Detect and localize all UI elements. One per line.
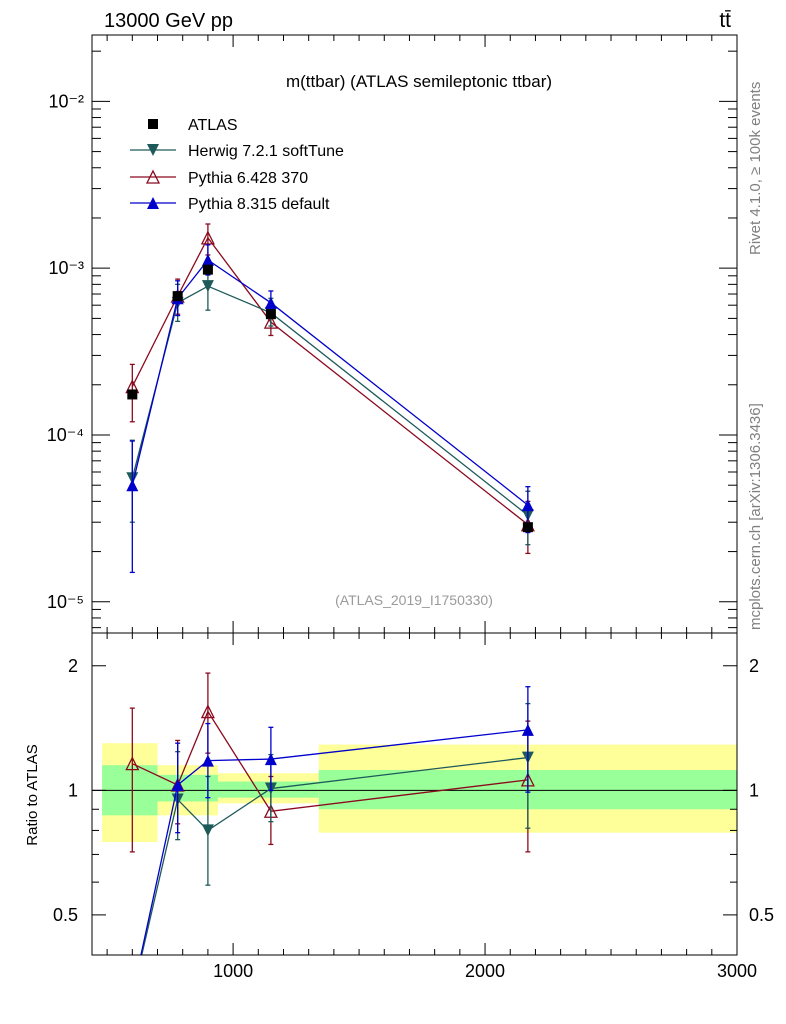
ratio-xtick-label: 2000 — [465, 961, 505, 981]
main-plot-area — [125, 223, 535, 574]
main-ytick-label: 10⁻³ — [48, 258, 84, 278]
rivet-label: Rivet 4.1.0, ≥ 100k events — [747, 82, 764, 255]
main-atlas-point — [522, 522, 533, 533]
main-pythia-point — [200, 230, 215, 245]
main-pythia-point — [201, 253, 214, 266]
ratio-ytick-label: 1 — [68, 780, 78, 800]
legend-marker — [147, 144, 159, 156]
legend: ATLAS Herwig 7.2.1 softTune Pythia 6.428 3… — [130, 117, 344, 213]
main-atlas-point — [172, 291, 183, 302]
ratio-pythia-point — [521, 723, 534, 736]
ratio-herwig-tail-line — [141, 799, 179, 955]
main-herwig-line — [131, 285, 529, 516]
ratio-plot-area — [92, 672, 737, 955]
main-pythia-point — [263, 314, 278, 329]
ratio-xtick-label: 3000 — [717, 961, 757, 981]
main-ytick-label: 10⁻⁴ — [47, 425, 84, 445]
ratio-pythia-point — [200, 704, 215, 719]
ratio-pythia-tail-line — [140, 784, 179, 955]
ratio-panel: 1000 2000 3000 0.5 0.5 1 1 2 2 Ratio to ATLAS — [24, 632, 774, 981]
main-atlas-point — [202, 264, 213, 275]
ratio-herwig-line — [177, 756, 528, 832]
legend-marker — [147, 197, 159, 209]
legend-label: Pythia 6.428 370 — [188, 170, 308, 187]
ratio-pythia-point — [171, 779, 184, 792]
legend-label: ATLAS — [188, 117, 238, 134]
legend-marker — [148, 119, 158, 129]
legend-label: Herwig 7.2.1 softTune — [188, 143, 344, 160]
ratio-pythia-point — [201, 754, 214, 767]
ratio-ytick-label: 0.5 — [53, 905, 78, 925]
main-title: m(ttbar) (ATLAS semileptonic ttbar) — [286, 72, 552, 91]
ratio-herwig-point — [201, 824, 214, 837]
ratio-frame — [91, 632, 738, 956]
ratio-pythia-point — [264, 753, 277, 766]
legend-marker — [145, 169, 161, 184]
process-label: tt̄ — [719, 9, 731, 32]
main-ytick-label: 10⁻⁵ — [47, 592, 84, 612]
ratio-ytick-label-right: 1 — [749, 780, 759, 800]
main-herwig-point — [201, 280, 214, 293]
ratio-pythia-point — [125, 756, 140, 771]
ratio-ylabel: Ratio to ATLAS — [24, 744, 41, 845]
main-panel: 10⁻⁵ 10⁻⁴ 10⁻³ 10⁻² m(ttbar) (ATLAS semilep… — [47, 34, 738, 634]
ratio-ytick-label-right: 0.5 — [749, 905, 774, 925]
ratio-pythia-line — [177, 729, 528, 786]
main-atlas-point — [127, 389, 138, 400]
main-atlas-point — [265, 309, 276, 320]
ratio-ytick-label-right: 2 — [749, 656, 759, 676]
main-ytick-label: 10⁻² — [48, 91, 84, 111]
legend-label: Pythia 8.315 default — [188, 196, 330, 213]
ratio-axes: 1000 2000 3000 0.5 0.5 1 1 2 2 — [53, 633, 774, 981]
main-pythia-point — [126, 479, 139, 492]
energy-label: 13000 GeV pp — [104, 10, 233, 32]
main-axes: 10⁻⁵ 10⁻⁴ 10⁻³ 10⁻² — [47, 35, 738, 633]
main-pythia-point — [521, 499, 534, 512]
analysis-label: (ATLAS_2019_I1750330) — [335, 592, 493, 608]
ratio-ytick-label: 2 — [68, 656, 78, 676]
main-pythia-point — [264, 296, 277, 309]
mcplots-label: mcplots.cern.ch [arXiv:1306.3436] — [747, 403, 764, 630]
ratio-xtick-label: 1000 — [213, 961, 253, 981]
